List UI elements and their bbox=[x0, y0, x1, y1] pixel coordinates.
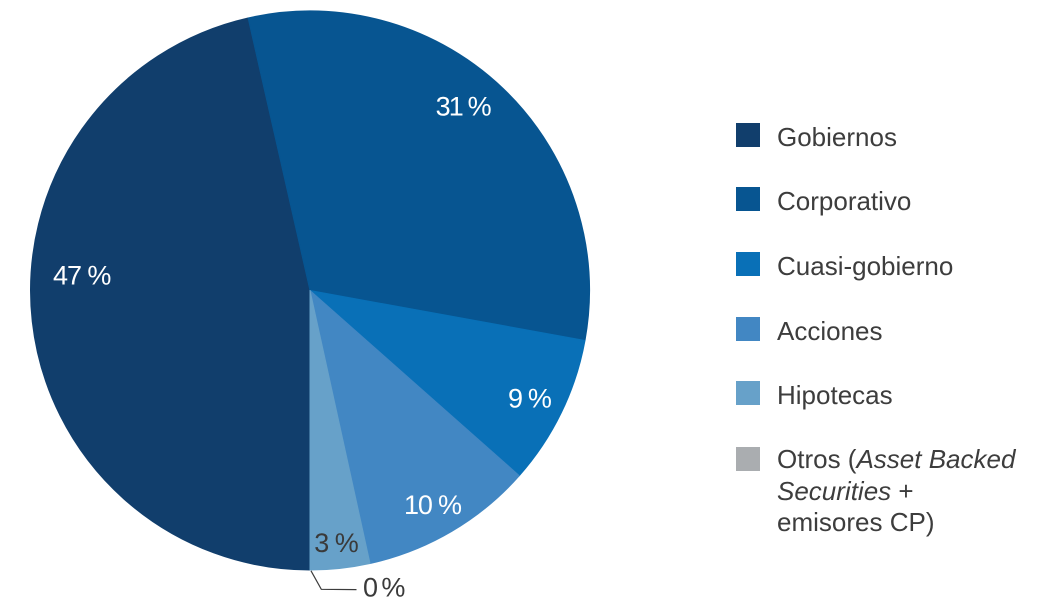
svg-text:10 %: 10 % bbox=[404, 490, 462, 520]
svg-text:31 %: 31 % bbox=[436, 91, 492, 121]
svg-text:0 %: 0 % bbox=[363, 573, 405, 600]
svg-text:3 %: 3 % bbox=[314, 528, 359, 558]
svg-text:9 %: 9 % bbox=[508, 384, 552, 414]
svg-text:47 %: 47 % bbox=[53, 261, 111, 291]
